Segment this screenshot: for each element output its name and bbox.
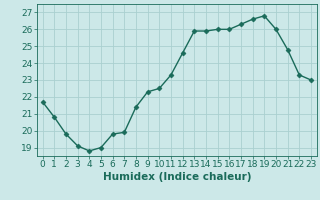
X-axis label: Humidex (Indice chaleur): Humidex (Indice chaleur) (102, 172, 251, 182)
